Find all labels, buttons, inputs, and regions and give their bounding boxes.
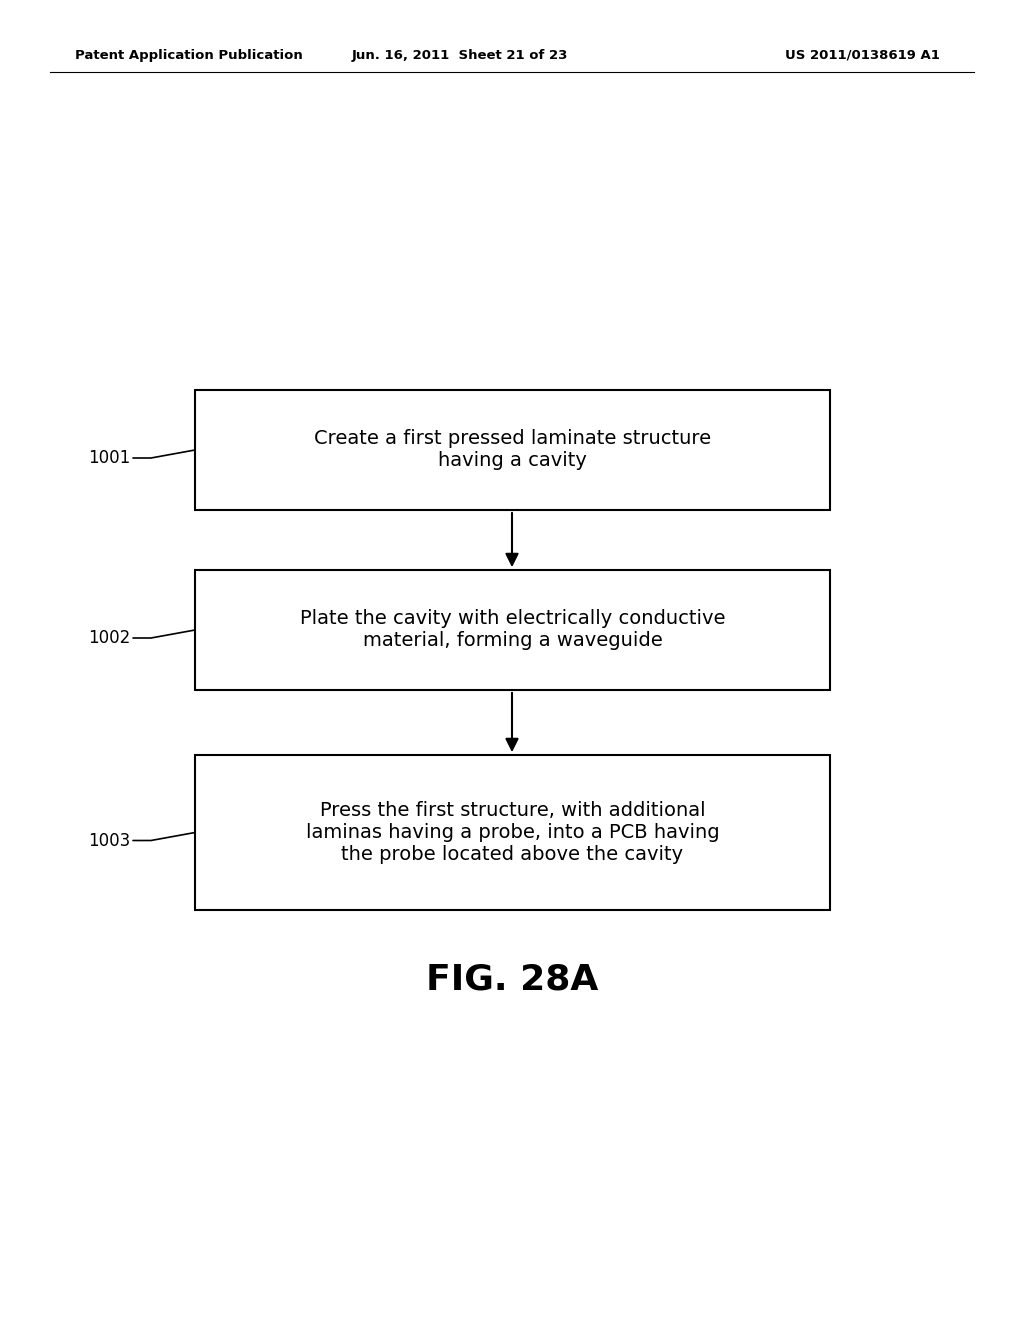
Text: 1002: 1002 (88, 630, 130, 647)
Bar (195, 389, 830, 510)
Bar (195, 755, 830, 909)
Text: FIG. 28A: FIG. 28A (426, 964, 598, 997)
Bar (195, 570, 830, 690)
Text: Plate the cavity with electrically conductive
material, forming a waveguide: Plate the cavity with electrically condu… (300, 610, 725, 651)
Text: Patent Application Publication: Patent Application Publication (75, 49, 303, 62)
Text: 1001: 1001 (88, 449, 130, 467)
Text: Jun. 16, 2011  Sheet 21 of 23: Jun. 16, 2011 Sheet 21 of 23 (352, 49, 568, 62)
Text: Create a first pressed laminate structure
having a cavity: Create a first pressed laminate structur… (314, 429, 711, 470)
Text: 1003: 1003 (88, 832, 130, 850)
Text: Press the first structure, with additional
laminas having a probe, into a PCB ha: Press the first structure, with addition… (306, 801, 719, 865)
Text: US 2011/0138619 A1: US 2011/0138619 A1 (785, 49, 940, 62)
